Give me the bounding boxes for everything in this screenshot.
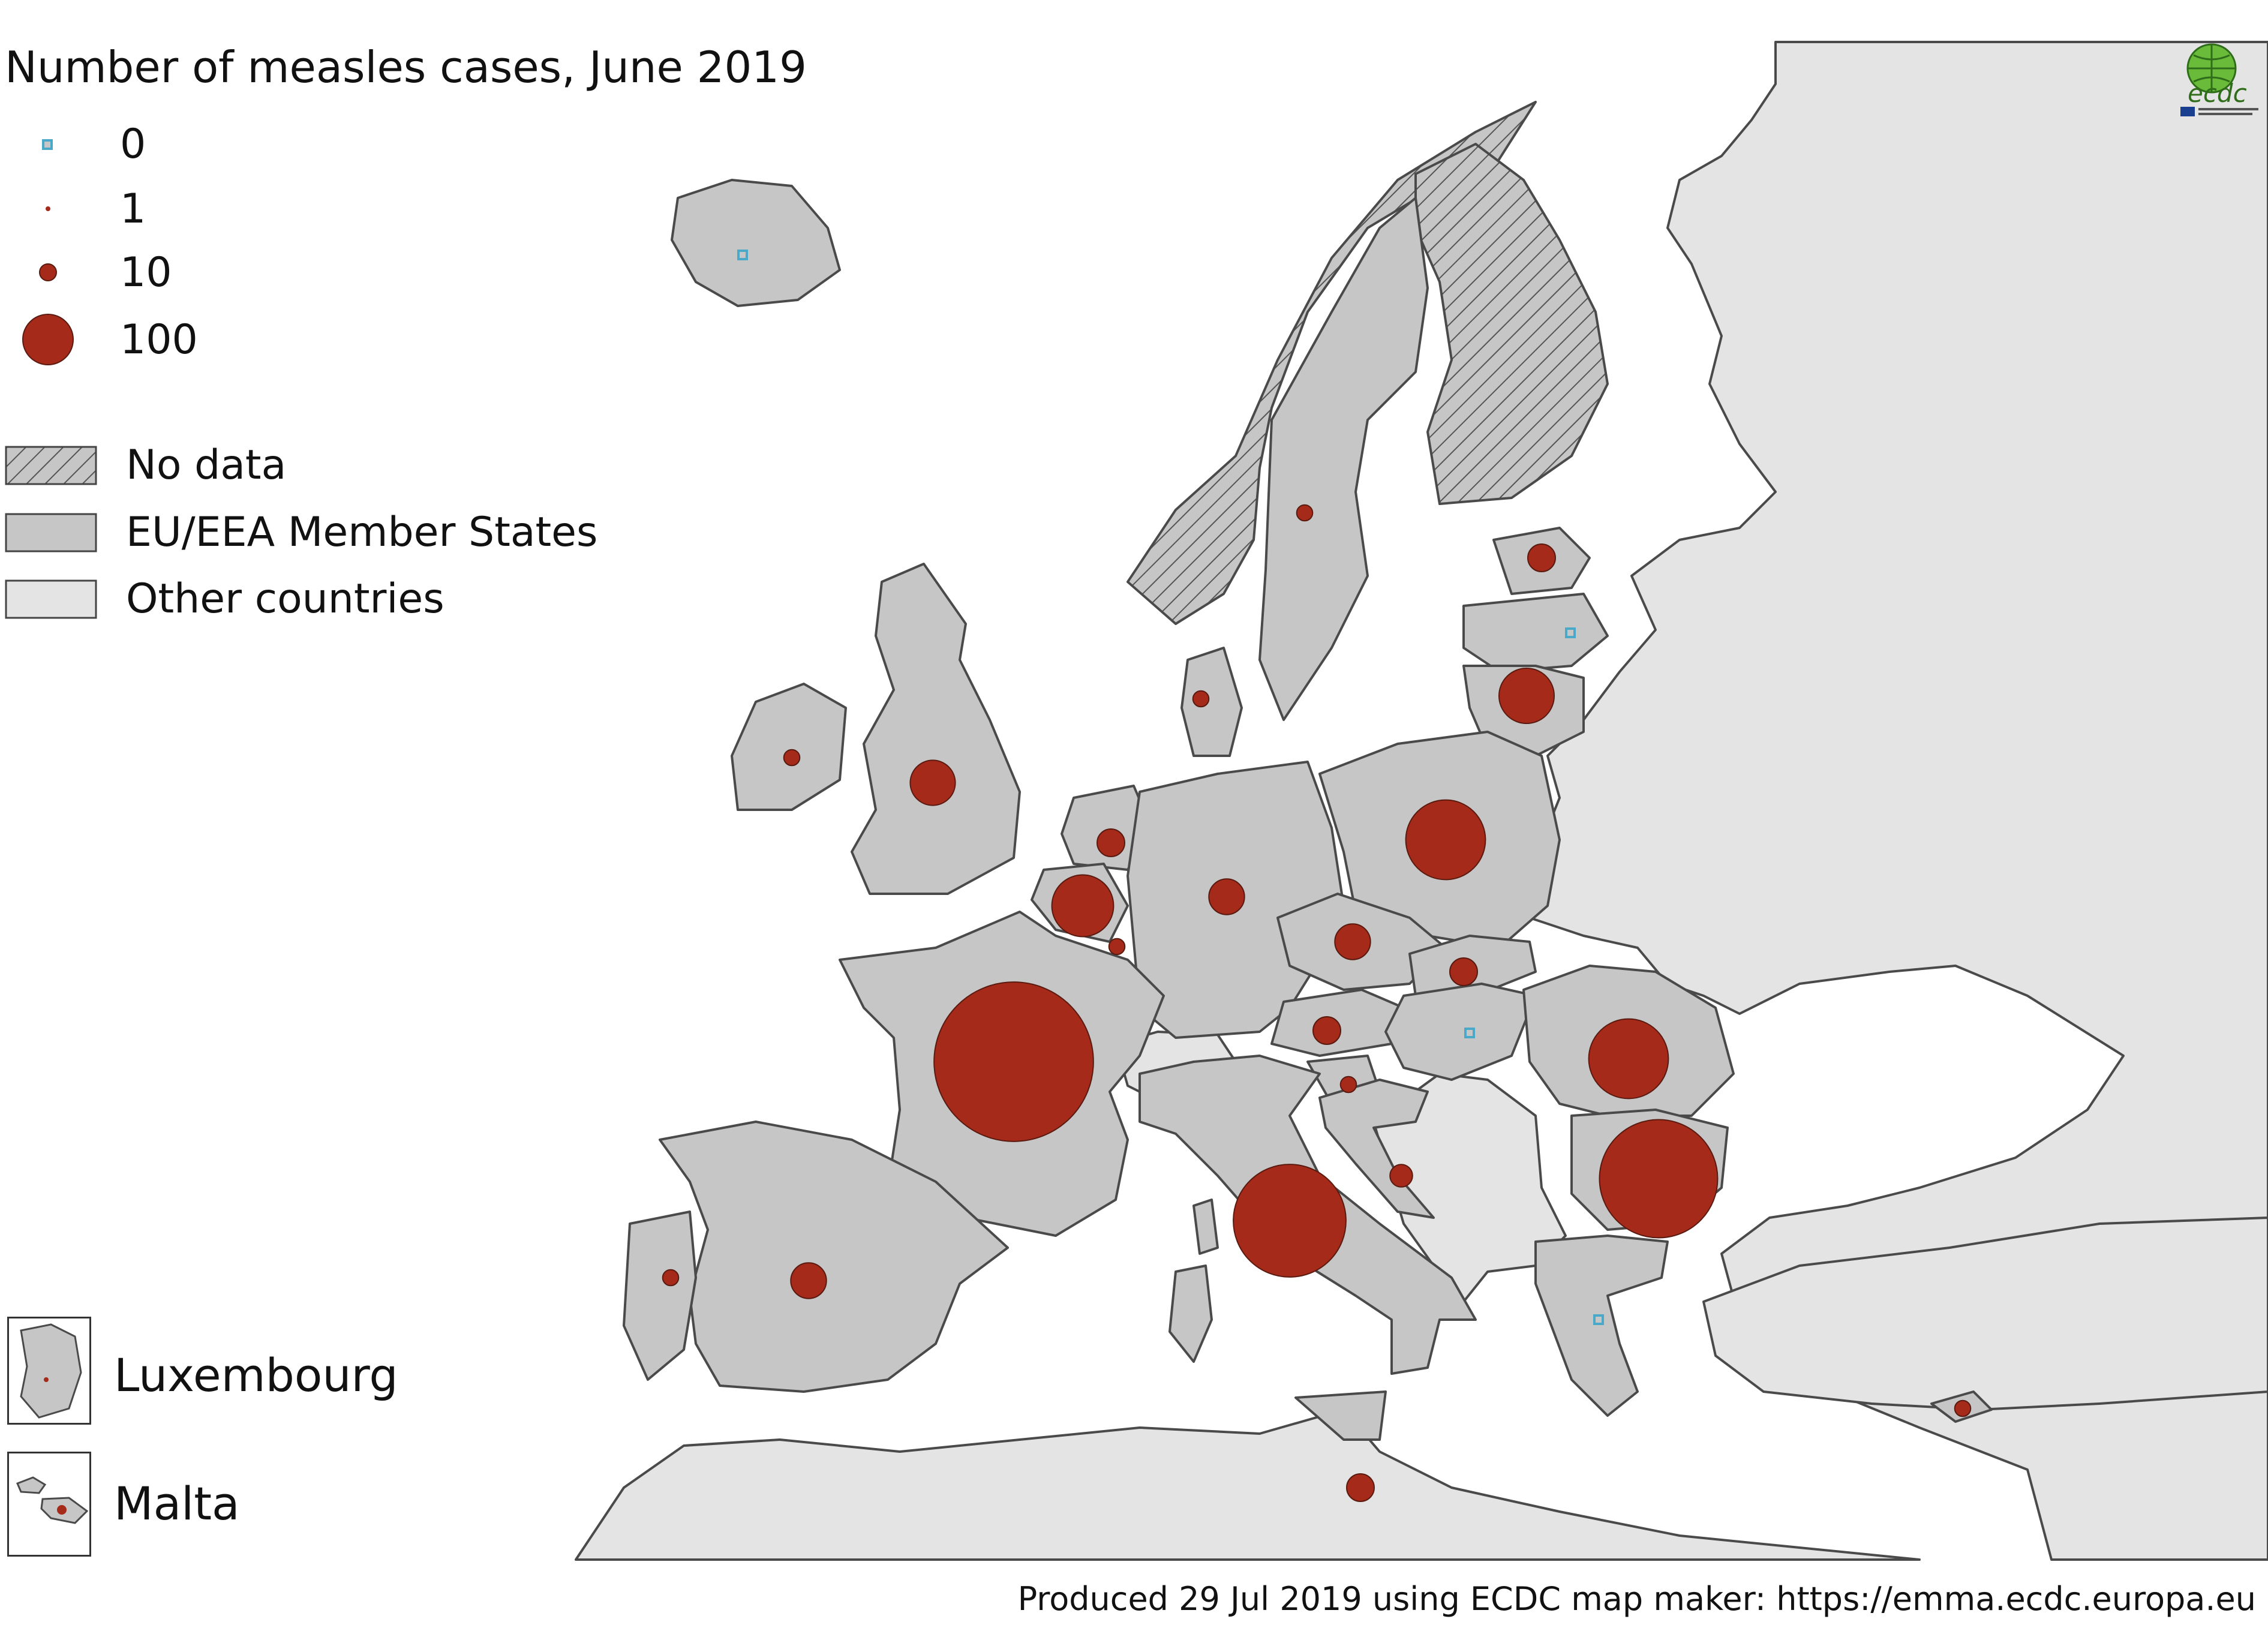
bubble-poland xyxy=(1405,799,1486,881)
inset-label-luxembourg: Luxembourg xyxy=(114,1348,398,1402)
legend-label: No data xyxy=(126,441,287,489)
bubble-iceland xyxy=(737,250,748,260)
bubble-united-kingdom xyxy=(909,759,956,806)
region-turkey-other xyxy=(1702,1217,2268,1411)
inset-malta xyxy=(7,1452,91,1557)
bubble-sweden xyxy=(1296,504,1314,522)
bubble-germany xyxy=(1208,878,1245,915)
bubble-slovenia xyxy=(1339,1076,1357,1094)
bubble-belgium xyxy=(1051,874,1115,938)
map-frame xyxy=(575,41,2268,1561)
bubble-czechia xyxy=(1334,923,1371,960)
country-latvia xyxy=(1462,593,1609,673)
case-bubbles xyxy=(662,250,1972,1503)
bubble-lithuania xyxy=(1498,667,1555,725)
bubble-icon xyxy=(46,206,50,211)
bubble-spain xyxy=(790,1262,827,1299)
bubble-cyprus xyxy=(1954,1399,1972,1417)
bubble-hungary xyxy=(1464,1028,1475,1038)
bubble-slovakia xyxy=(1449,957,1479,987)
legend-eu-eea: EU/EEA Member States xyxy=(0,502,597,562)
inset-luxembourg xyxy=(7,1317,91,1425)
bubble-france xyxy=(933,981,1094,1142)
country-denmark xyxy=(1180,647,1243,757)
legend-label: 100 xyxy=(120,316,198,364)
legend-label: Other countries xyxy=(126,575,444,623)
country-ireland xyxy=(731,683,847,811)
bubble-luxembourg xyxy=(1108,938,1126,956)
bubble-netherlands xyxy=(1096,828,1126,858)
country-sardinia xyxy=(1168,1264,1213,1363)
country-uk xyxy=(851,563,1021,895)
region-north-africa-other xyxy=(575,1408,1921,1561)
legend-other: Other countries xyxy=(0,569,444,629)
bubble-denmark xyxy=(1192,690,1210,708)
bubble-malta xyxy=(1345,1473,1375,1503)
country-greece xyxy=(1534,1234,1669,1417)
footer-credit: Produced 29 Jul 2019 using ECDC map make… xyxy=(1017,1580,2256,1618)
bubble-greece xyxy=(1593,1314,1604,1325)
bubble-ireland xyxy=(783,749,801,767)
legend-label: 1 xyxy=(120,185,146,233)
legend-row-100: 100 xyxy=(0,310,198,370)
ecdc-logo-icon: ecdc xyxy=(2174,37,2264,121)
inset-label-malta: Malta xyxy=(114,1477,240,1530)
country-sicily xyxy=(1294,1390,1387,1441)
legend-nodata: No data xyxy=(0,435,286,495)
legend-row-10: 10 xyxy=(0,242,172,302)
bubble-icon xyxy=(22,314,74,365)
country-finland-nodata xyxy=(1414,143,1609,505)
legend-label: 10 xyxy=(120,248,172,296)
legend-row-1: 1 xyxy=(0,179,146,239)
bubble-latvia xyxy=(1527,543,1557,573)
bubble-portugal xyxy=(662,1269,680,1287)
bubble-italy xyxy=(1233,1164,1347,1278)
bubble-austria xyxy=(1312,1016,1342,1046)
country-spain xyxy=(659,1121,1009,1393)
bubble-croatia xyxy=(1389,1164,1413,1188)
country-corsica xyxy=(1192,1199,1219,1255)
country-hungary xyxy=(1384,983,1537,1081)
legend-label: 0 xyxy=(120,120,146,168)
bubble-bulgaria xyxy=(1599,1119,1719,1239)
legend-label: EU/EEA Member States xyxy=(126,508,598,556)
zero-marker-icon xyxy=(42,139,53,150)
country-portugal xyxy=(623,1211,697,1381)
bubble-icon xyxy=(39,263,57,281)
bubble-romania xyxy=(1588,1018,1669,1100)
bubble-estonia xyxy=(1565,627,1576,638)
country-sweden xyxy=(1258,197,1429,721)
map-title: Number of measles cases, June 2019 xyxy=(5,42,807,92)
country-iceland xyxy=(671,179,841,307)
legend-row-0: 0 xyxy=(0,114,146,174)
logo-text: ecdc xyxy=(2188,79,2247,108)
